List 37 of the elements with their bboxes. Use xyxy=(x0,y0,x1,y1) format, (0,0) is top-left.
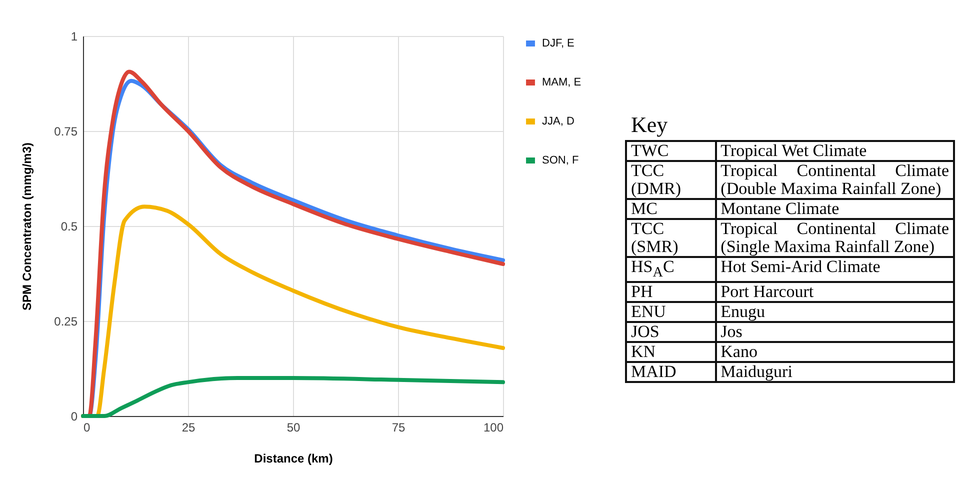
x-tick-label: 75 xyxy=(392,420,406,434)
legend-label: SON, F xyxy=(542,154,579,166)
text: MC xyxy=(626,199,716,219)
text: ENU xyxy=(626,302,716,322)
x-tick-label: 25 xyxy=(182,420,196,434)
x-axis-title: Distance (km) xyxy=(254,452,333,466)
text: JOS xyxy=(626,322,716,342)
text: Tropical Continental Climate (Double Maxima Rainfall Zone) xyxy=(716,161,954,199)
x-tick-label: 0 xyxy=(84,420,90,434)
text: TWC xyxy=(626,141,716,161)
x-tick-label: 50 xyxy=(286,420,300,434)
legend-label: DJF, E xyxy=(542,38,574,50)
legend-label: JJA, D xyxy=(542,116,574,128)
text: Port Harcourt xyxy=(716,282,954,302)
y-tick-label: 0.25 xyxy=(54,314,78,328)
text: Hot Semi-Arid Climate xyxy=(716,257,954,282)
legend-label: MAM, E xyxy=(542,76,582,88)
y-tick-label: 1 xyxy=(70,30,78,44)
text: TCC (DMR) xyxy=(626,161,716,199)
y-tick-label: 0 xyxy=(70,410,78,424)
text: PH xyxy=(626,282,716,302)
y-axis-title: SPM Concentraton (mmg/m3) xyxy=(20,142,34,311)
y-tick-label: 0.75 xyxy=(54,124,78,138)
text: Key xyxy=(631,112,669,138)
text: Kano xyxy=(716,342,954,362)
text: Jos xyxy=(716,322,954,342)
text: Maiduguri xyxy=(716,362,954,382)
text: Tropical Wet Climate xyxy=(716,141,954,161)
y-tick-label: 0.5 xyxy=(60,220,78,234)
x-tick-label: 100 xyxy=(483,420,504,434)
text: Montane Climate xyxy=(716,199,954,219)
text: KN xyxy=(626,342,716,362)
text: Enugu xyxy=(716,302,954,322)
text: Tropical Continental Climate (Single Maxima Rainfall Zone) xyxy=(716,219,954,257)
text: TCC (SMR) xyxy=(626,219,716,257)
text: MAID xyxy=(626,362,716,382)
text: HS$_{A}$C xyxy=(626,257,716,282)
